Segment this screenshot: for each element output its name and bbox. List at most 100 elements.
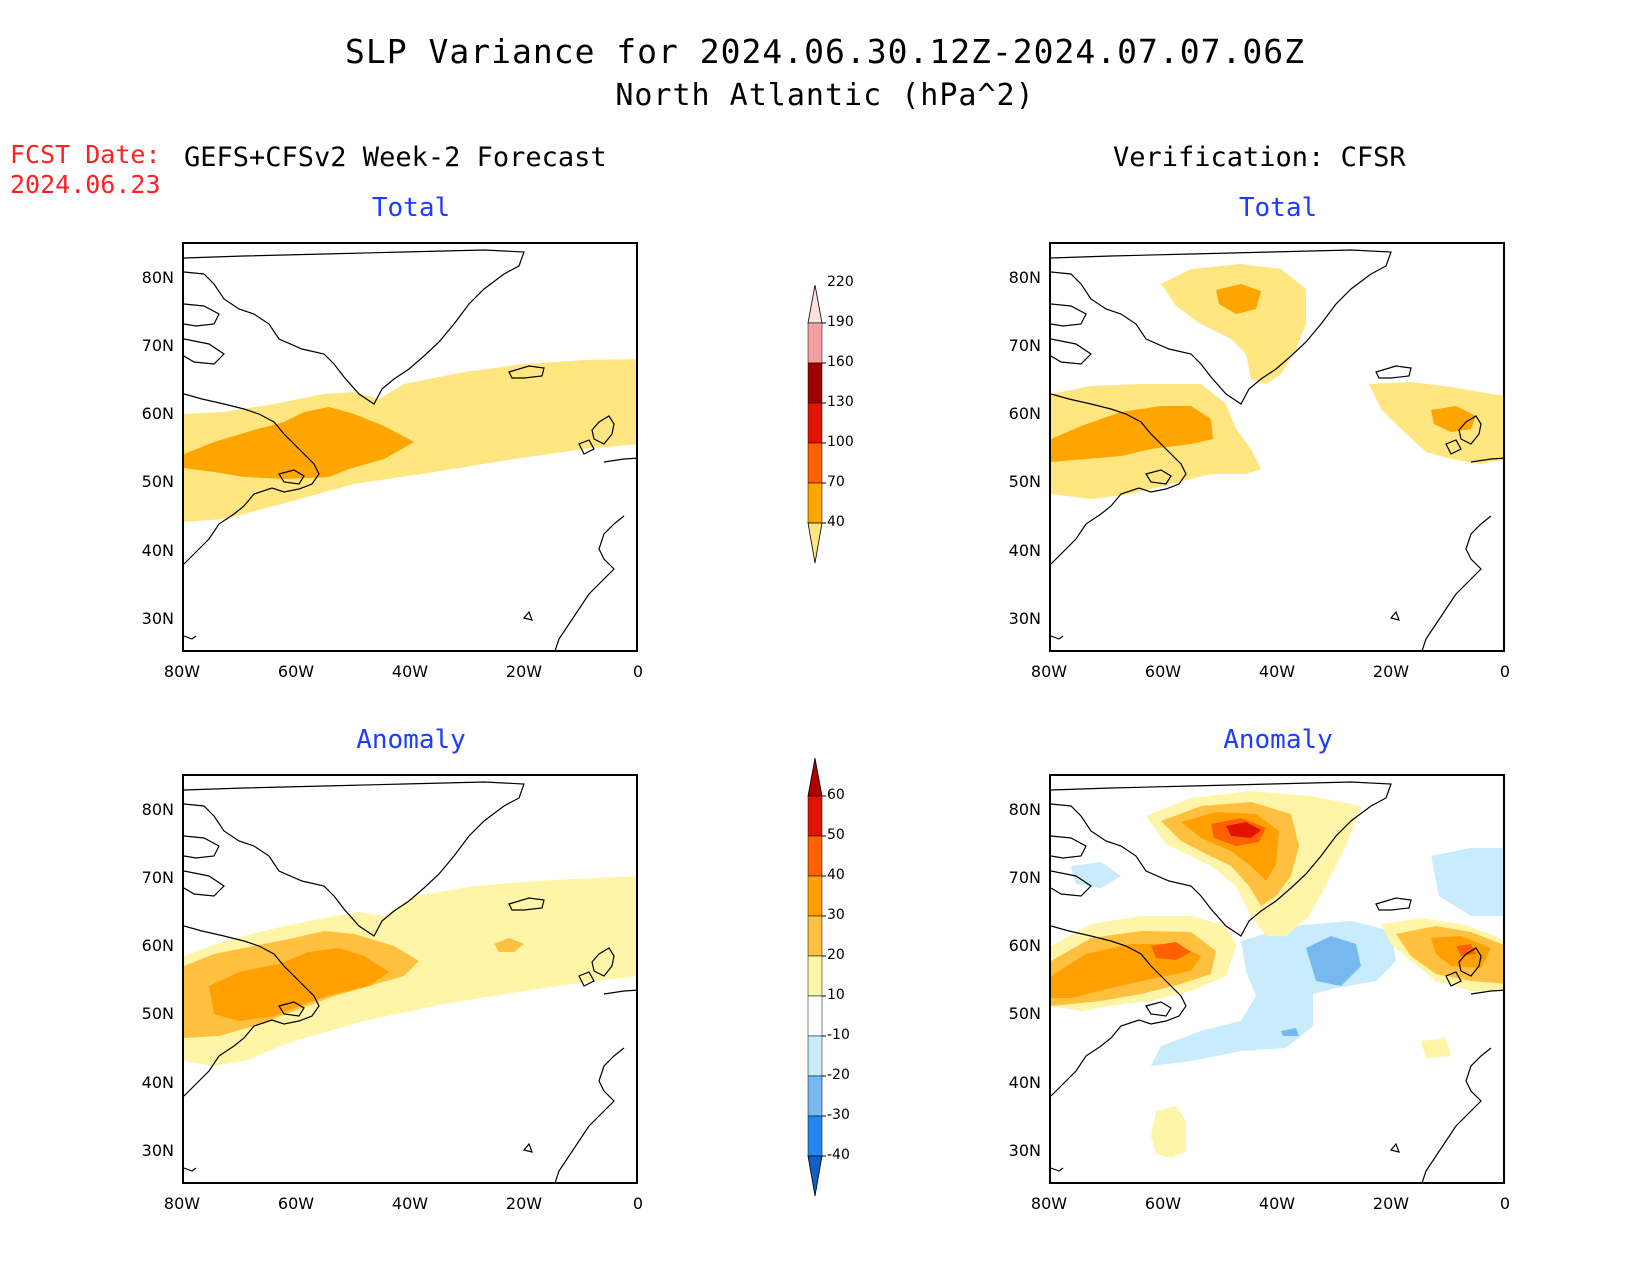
shade-10-20 [1421,1038,1451,1058]
verification-anomaly-lat-tick: 60N [1008,936,1041,955]
colorbar-anomaly-segment [807,795,823,837]
forecast-total-title: Total [371,193,451,223]
colorbar-total-label: 190 [827,314,854,330]
shade-70-100 [1431,406,1476,432]
colorbar-total-segment [807,402,823,444]
forecast-anomaly-lat-tick: 80N [141,800,174,819]
verification-column-header: Verification: CFSR [1113,142,1406,173]
shade-40-50 [1456,944,1476,956]
colorbar-total-segment [807,362,823,404]
forecast-total-lon-tick: 60W [277,662,315,681]
colorbar-anomaly-label: 10 [827,987,845,1003]
verification-total-lat-tick: 70N [1008,336,1041,355]
colorbar-anomaly-segment [807,995,823,1037]
verification-anomaly-lon-tick: 20W [1372,1194,1410,1213]
forecast-total-map [182,242,638,652]
shade-40-50 [1151,942,1191,960]
forecast-total-lon-tick: 20W [505,662,543,681]
verification-total-lat-tick: 30N [1008,609,1041,628]
colorbar-total-label: 160 [827,354,854,370]
colorbar-total [807,285,826,564]
shade-70-100 [184,407,414,479]
forecast-anomaly-lat-tick: 40N [141,1073,174,1092]
forecast-total-lon-tick: 80W [163,662,201,681]
forecast-date-label: FCST Date: 2024.06.23 [10,140,161,200]
forecast-total-lat-tick: 80N [141,268,174,287]
colorbar-anomaly-label: 40 [827,867,845,883]
verification-total-lat-tick: 50N [1008,472,1041,491]
shade-50-60 [1226,822,1261,838]
colorbar-anomaly-segment [807,1035,823,1077]
verification-anomaly-lat-tick: 30N [1008,1141,1041,1160]
forecast-anomaly-lon-tick: 0 [632,1194,644,1213]
verification-total-lat-tick: 80N [1008,268,1041,287]
chart-subtitle: North Atlantic (hPa^2) [615,78,1035,113]
verification-total-map [1049,242,1505,652]
coastlines [1051,249,1503,650]
forecast-total-lat-tick: 60N [141,404,174,423]
forecast-total-lat-tick: 70N [141,336,174,355]
shade-40-70 [1161,264,1306,384]
shade-70-100 [1051,406,1213,462]
shade-neg10-neg20 [1071,862,1121,888]
forecast-anomaly-lat-tick: 50N [141,1004,174,1023]
colorbar-anomaly-label: -20 [827,1067,850,1083]
shade-neg20-neg30 [1281,1028,1299,1036]
chart-title: SLP Variance for 2024.06.30.12Z-2024.07.… [345,32,1305,71]
verification-anomaly-lon-tick: 80W [1030,1194,1068,1213]
forecast-anomaly-lon-tick: 60W [277,1194,315,1213]
verification-total-lon-tick: 60W [1144,662,1182,681]
colorbar-anomaly-bottom-arrow [807,1155,823,1197]
shade-neg20-neg30 [1306,936,1361,986]
forecast-total-lon-tick: 40W [391,662,429,681]
coastlines [1051,781,1503,1182]
verification-total-lon-tick: 20W [1372,662,1410,681]
colorbar-anomaly-segment [807,875,823,917]
colorbar-anomaly-label: 50 [827,827,845,843]
colorbar-total-label: 70 [827,474,845,490]
colorbar-anomaly-segment [807,1075,823,1117]
forecast-anomaly-lat-tick: 30N [141,1141,174,1160]
colorbar-total-bottom-arrow [807,522,823,564]
colorbar-anomaly [807,758,826,1197]
forecast-anomaly-lon-tick: 40W [391,1194,429,1213]
verification-total-lat-tick: 40N [1008,541,1041,560]
verification-total-lon-tick: 40W [1258,662,1296,681]
verification-anomaly-lon-tick: 40W [1258,1194,1296,1213]
colorbar-anomaly-segment [807,835,823,877]
colorbar-anomaly-label: -40 [827,1147,850,1163]
verification-anomaly-lon-tick: 60W [1144,1194,1182,1213]
forecast-total-lat-tick: 30N [141,609,174,628]
colorbar-total-segment [807,442,823,484]
forecast-column-header: GEFS+CFSv2 Week-2 Forecast [184,142,607,173]
verification-anomaly-lat-tick: 50N [1008,1004,1041,1023]
colorbar-anomaly-segment [807,915,823,957]
verification-anomaly-lon-tick: 0 [1499,1194,1511,1213]
shade-20-30 [494,938,524,952]
forecast-anomaly-lon-tick: 80W [163,1194,201,1213]
shade-10-20 [184,876,636,1066]
verification-anomaly-map [1049,774,1505,1184]
colorbar-total-segment [807,482,823,524]
verification-anomaly-title: Anomaly [1223,725,1333,755]
forecast-total-lat-tick: 50N [141,472,174,491]
colorbar-total-label: 40 [827,514,845,530]
forecast-total-lon-tick: 0 [632,662,644,681]
verification-total-lon-tick: 80W [1030,662,1068,681]
colorbar-total-top-arrow [807,285,823,324]
forecast-anomaly-map [182,774,638,1184]
forecast-date-value: 2024.06.23 [10,170,161,199]
shade-70-100 [1216,284,1261,314]
colorbar-total-label: 220 [827,274,854,290]
forecast-anomaly-lon-tick: 20W [505,1194,543,1213]
colorbar-total-label: 100 [827,434,854,450]
shade-neg10-neg20 [1431,848,1503,916]
verification-anomaly-lat-tick: 80N [1008,800,1041,819]
verification-total-lon-tick: 0 [1499,662,1511,681]
shade-30-40 [209,948,389,1021]
shade-10-20 [1151,1106,1186,1158]
coastlines [184,249,636,650]
colorbar-anomaly-label: -10 [827,1027,850,1043]
forecast-anomaly-title: Anomaly [356,725,466,755]
colorbar-anomaly-label: 60 [827,787,845,803]
